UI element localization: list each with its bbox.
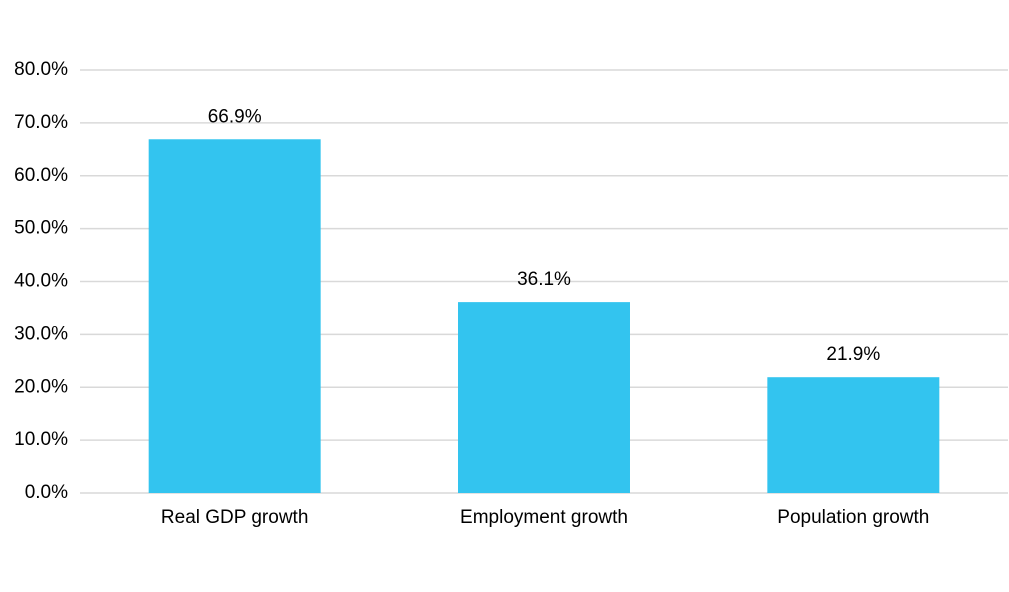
y-tick-label: 80.0% — [14, 59, 68, 80]
y-tick-label: 60.0% — [14, 165, 68, 186]
y-tick-label: 50.0% — [14, 218, 68, 239]
y-tick-label: 10.0% — [14, 429, 68, 450]
x-tick-label: Employment growth — [460, 507, 628, 528]
bar — [148, 139, 321, 494]
data-label: 66.9% — [208, 106, 262, 127]
data-label: 21.9% — [826, 344, 880, 365]
data-label: 36.1% — [517, 269, 571, 290]
bar — [767, 377, 940, 493]
bar — [458, 302, 630, 493]
x-tick-label: Real GDP growth — [161, 507, 309, 528]
y-tick-label: 20.0% — [14, 376, 68, 397]
y-tick-label: 70.0% — [14, 112, 68, 133]
y-tick-label: 30.0% — [14, 323, 68, 344]
y-tick-label: 40.0% — [14, 271, 68, 292]
x-tick-label: Population growth — [777, 507, 929, 528]
y-tick-label: 0.0% — [25, 482, 68, 503]
